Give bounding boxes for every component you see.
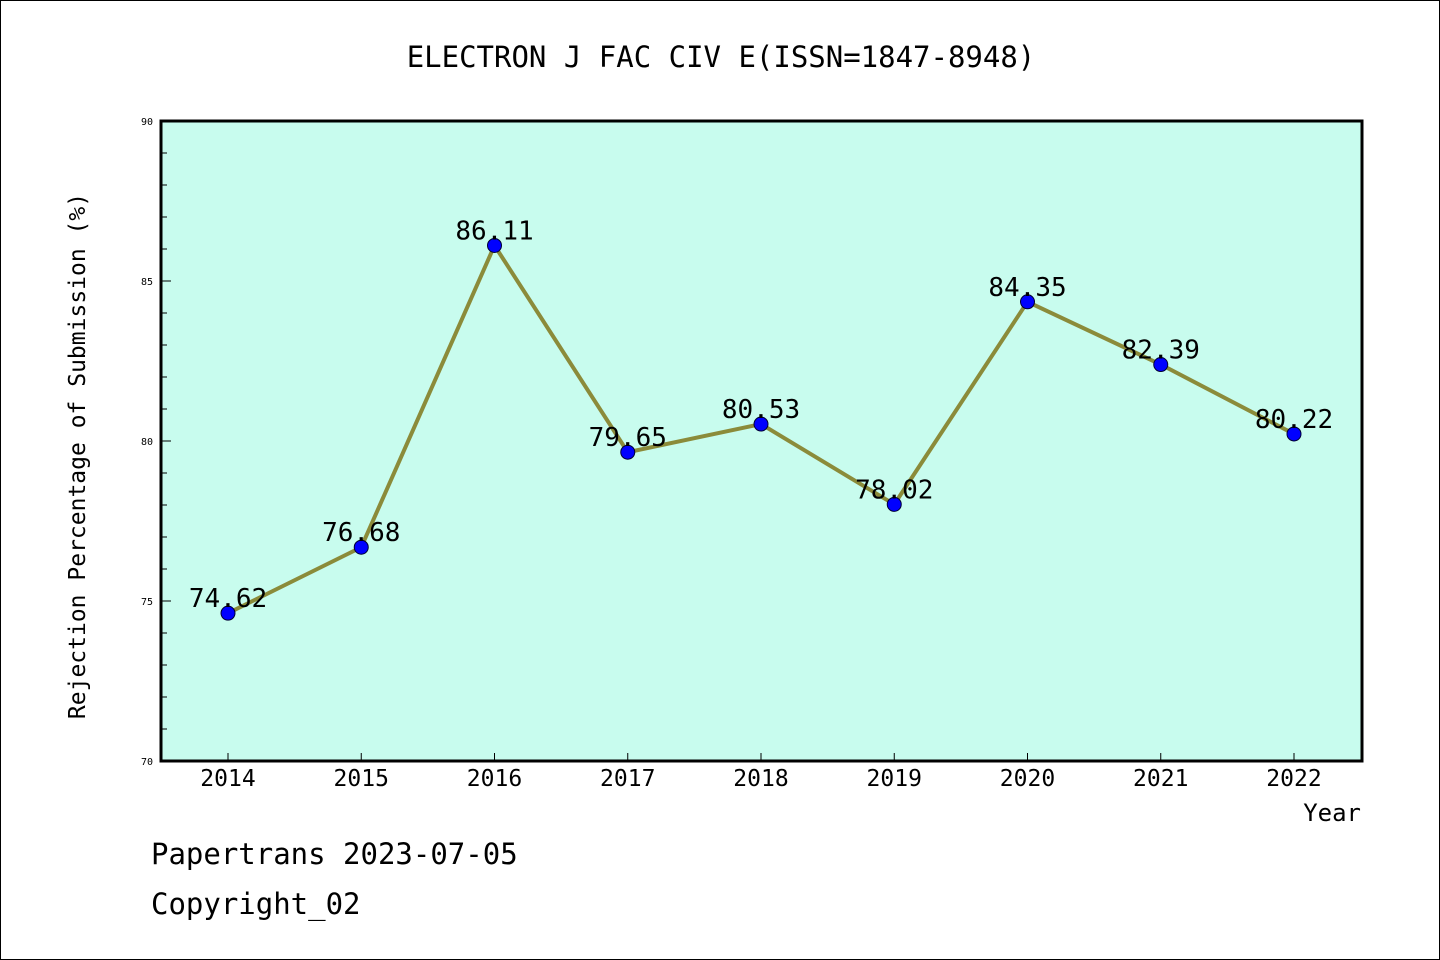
data-label: 79.65 — [589, 423, 667, 453]
data-point — [620, 444, 636, 460]
data-point — [886, 496, 902, 512]
x-tick-label: 2019 — [867, 766, 922, 792]
data-point — [1286, 426, 1302, 442]
x-tick-label: 2022 — [1266, 766, 1321, 792]
y-tick-label: 80 — [141, 437, 153, 448]
x-tick-label: 2017 — [600, 766, 655, 792]
data-label: 82.39 — [1122, 336, 1200, 366]
x-tick-label: 2020 — [1000, 766, 1055, 792]
data-point — [1153, 357, 1169, 373]
footer-copyright: Copyright_02 — [151, 887, 361, 921]
x-axis-label: Year — [1303, 799, 1361, 827]
data-point — [1020, 294, 1035, 310]
data-label: 80.22 — [1255, 405, 1333, 435]
x-tick-label: 2021 — [1133, 766, 1188, 792]
data-label: 78.02 — [855, 475, 933, 505]
y-axis-label: Rejection Percentage of Submission (%) — [65, 193, 91, 719]
y-tick-label: 90 — [141, 117, 153, 128]
x-tick-label: 2015 — [334, 766, 389, 792]
plot-area — [159, 119, 1364, 763]
x-tick-label: 2014 — [200, 766, 255, 792]
data-point — [753, 416, 769, 432]
x-tick-label: 2016 — [467, 766, 522, 792]
x-tick-label: 2018 — [733, 766, 788, 792]
y-axis: 70 75 80 85 90 — [141, 117, 171, 768]
data-point — [220, 605, 236, 621]
y-tick-label: 75 — [141, 597, 153, 608]
data-label: 84.35 — [988, 273, 1066, 303]
x-axis: 2014 2015 2016 2017 2018 2019 2020 2021 2022 — [200, 753, 1322, 792]
data-label: 74.62 — [189, 584, 267, 614]
data-series: 74.62 76.68 86.11 79.65 80.53 78.02 84.35 82.39… — [189, 216, 1333, 621]
data-point — [487, 237, 502, 253]
data-point — [353, 539, 369, 555]
data-label: 80.53 — [722, 395, 800, 425]
y-tick-label: 85 — [141, 277, 153, 288]
chart-title: ELECTRON J FAC CIV E(ISSN=1847-8948) — [407, 40, 1036, 74]
data-label: 76.68 — [322, 518, 400, 548]
y-tick-label: 70 — [141, 757, 153, 768]
data-label: 86.11 — [455, 216, 533, 246]
footer-date: Papertrans 2023-07-05 — [151, 837, 518, 871]
